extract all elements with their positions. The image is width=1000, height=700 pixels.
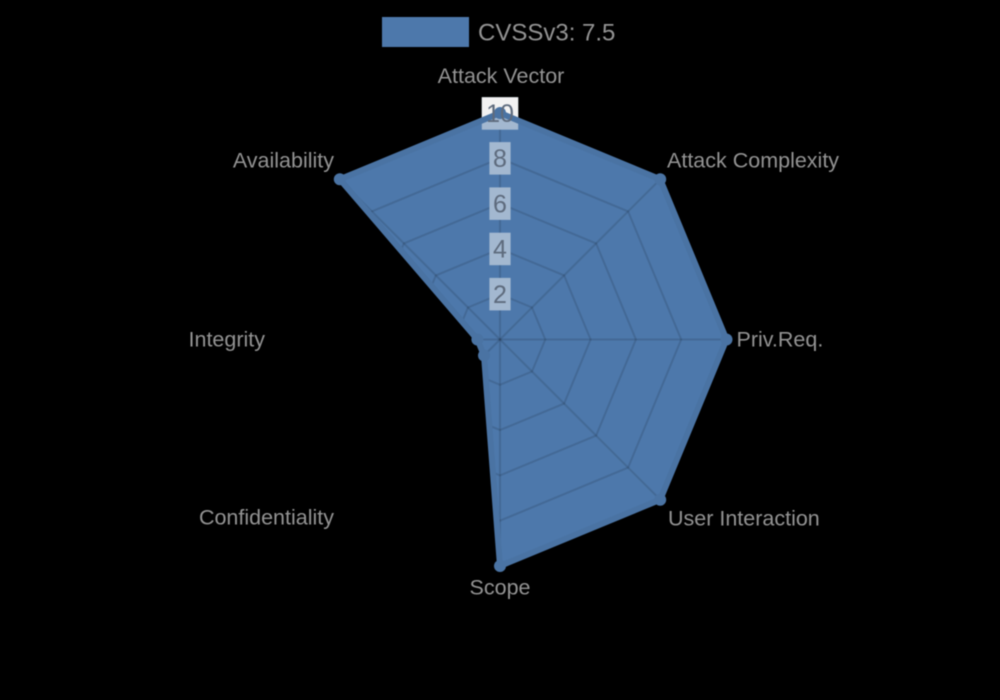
- svg-text:4: 4: [493, 236, 507, 264]
- svg-text:User Interaction: User Interaction: [668, 507, 820, 531]
- svg-text:Integrity: Integrity: [189, 328, 266, 352]
- svg-text:6: 6: [493, 190, 507, 218]
- svg-text:Attack Complexity: Attack Complexity: [667, 149, 839, 173]
- svg-text:Availability: Availability: [233, 149, 334, 173]
- svg-text:8: 8: [493, 145, 507, 173]
- svg-text:Attack Vector: Attack Vector: [438, 64, 565, 88]
- svg-text:10: 10: [486, 100, 514, 128]
- svg-text:Priv.Req.: Priv.Req.: [737, 328, 824, 352]
- svg-text:2: 2: [493, 281, 507, 309]
- svg-text:Confidentiality: Confidentiality: [199, 506, 334, 530]
- svg-text:CVSSv3: 7.5: CVSSv3: 7.5: [478, 19, 615, 46]
- svg-text:Scope: Scope: [470, 576, 531, 600]
